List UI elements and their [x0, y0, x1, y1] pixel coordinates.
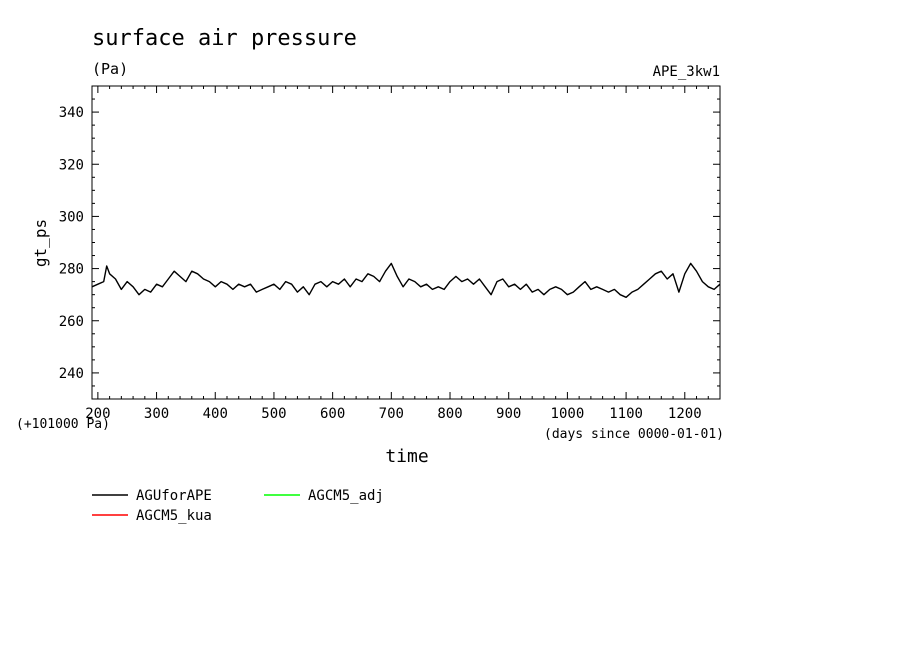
- series-group: [91, 262, 721, 298]
- x-tick-label: 400: [203, 406, 228, 422]
- x-tick-label: 1100: [609, 406, 643, 422]
- x-tick-label: 200: [85, 406, 110, 422]
- plot-frame: [91, 85, 721, 400]
- legend-label-agcm5-kua: AGCM5_kua: [136, 508, 212, 524]
- x-tick-label: 800: [437, 406, 462, 422]
- x-units-note: (days since 0000-01-01): [544, 427, 724, 442]
- y-tick-label: 260: [59, 314, 84, 330]
- x-tick-label: 300: [144, 406, 169, 422]
- y-tick-label: 320: [59, 157, 84, 173]
- legend-label-agufor: AGUforAPE: [136, 488, 212, 504]
- experiment-label: APE_3kw1: [653, 64, 720, 80]
- x-axis-label: time: [385, 446, 428, 467]
- x-tick-label: 1200: [668, 406, 702, 422]
- y-tick-label: 280: [59, 262, 84, 278]
- legend-label-agcm5-adj: AGCM5_adj: [308, 488, 384, 504]
- chart-title: surface air pressure: [92, 26, 357, 51]
- x-tick-label: 500: [261, 406, 286, 422]
- y-tick-label: 300: [59, 209, 84, 225]
- legend: AGUforAPE AGCM5_adj AGCM5_kua: [92, 488, 384, 524]
- x-tick-label: 700: [379, 406, 404, 422]
- x-tick-label: 900: [496, 406, 521, 422]
- y-tick-label: 340: [59, 105, 84, 121]
- y-tick-label: 240: [59, 366, 84, 382]
- units-label: (Pa): [92, 60, 128, 78]
- y-offset-note: (+101000 Pa): [16, 417, 110, 432]
- series-line: [91, 262, 721, 298]
- x-tick-label: 1000: [551, 406, 585, 422]
- x-tick-label: 600: [320, 406, 345, 422]
- y-axis-label: gt_ps: [31, 219, 50, 267]
- y-axis: 240 260 280 300 320 340: [59, 85, 720, 400]
- x-axis: 200 300 400 500 600 700 800 900 1000 1100 1200: [85, 86, 721, 422]
